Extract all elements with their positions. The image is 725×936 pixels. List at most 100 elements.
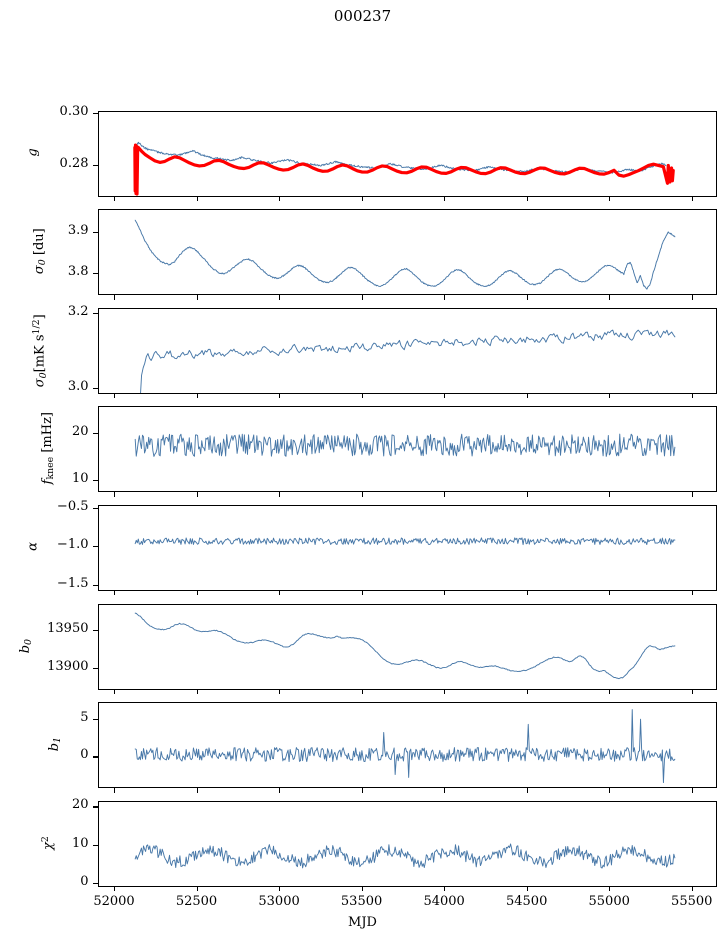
x-tick-label: 52500 [175,893,218,909]
y-tick-label: 13900 [47,659,89,675]
x-tick-mark [444,393,446,399]
x-tick-mark [114,689,116,694]
x-tick-mark [609,492,611,497]
series-f_knee [135,434,675,456]
x-tick-mark [691,788,693,793]
x-tick-label: 53500 [340,893,383,909]
y-tick-label: 13950 [47,621,89,637]
x-axis-label: MJD [348,914,377,930]
y-tick-label: 0 [80,747,89,763]
x-tick-mark [526,689,528,694]
y-tick-mark [93,231,98,233]
x-tick-mark [526,295,528,300]
x-tick-mark [114,788,116,793]
x-tick-mark [691,492,693,497]
y-tick-mark [93,113,98,115]
y-tick-mark [93,718,98,720]
y-tick-mark [93,584,98,586]
series-b1 [135,710,675,783]
x-tick-mark [279,788,281,793]
x-tick-mark [444,196,446,201]
x-tick-label: 52000 [93,893,135,909]
y-axis-label: fknee [mHz] [39,412,56,485]
series-model [134,145,672,194]
x-tick-mark [279,886,281,892]
series-alpha [135,538,675,545]
x-tick-mark [444,689,446,694]
x-tick-mark [526,590,528,596]
x-tick-mark [196,492,198,497]
plot-panel-f-knee-mhz- [97,406,717,493]
figure-title: 000237 [333,7,392,25]
x-tick-mark [444,886,446,892]
x-tick-mark [526,492,528,497]
x-tick-mark [361,196,363,201]
y-tick-mark [93,432,98,434]
x-tick-mark [196,689,198,694]
y-tick-label: 3.2 [67,304,89,320]
x-tick-mark [691,689,693,694]
x-tick-label: 53000 [258,893,300,909]
x-tick-mark [609,788,611,793]
y-tick-mark [93,668,98,670]
x-tick-mark [609,590,611,596]
x-tick-mark [196,295,198,300]
x-tick-mark [114,393,116,399]
x-tick-mark [114,295,116,300]
x-tick-label: 54000 [423,893,465,909]
x-tick-mark [609,393,611,399]
y-tick-mark [93,313,98,315]
y-tick-mark [93,165,98,167]
x-tick-mark [691,590,693,596]
series-sigma0_du [135,220,675,289]
x-tick-mark [691,196,693,201]
x-tick-mark [196,196,198,201]
x-tick-mark [279,393,281,399]
x-tick-mark [609,689,611,694]
x-tick-mark [196,788,198,793]
y-tick-label: 3.0 [67,379,89,395]
x-tick-mark [279,689,281,694]
x-tick-mark [609,196,611,201]
plot-panel-b-0 [97,603,717,690]
x-tick-mark [361,393,363,399]
y-tick-mark [93,546,98,548]
y-tick-label: 20 [71,423,89,439]
y-tick-label: 3.9 [67,222,89,238]
y-tick-mark [93,882,98,884]
x-tick-mark [114,196,116,201]
plot-panel-g [97,110,717,197]
x-tick-mark [279,295,281,300]
series-chi2 [135,844,675,868]
y-tick-label: 0.28 [59,156,89,172]
x-tick-mark [691,886,693,892]
x-tick-mark [279,196,281,201]
x-tick-mark [361,886,363,892]
x-tick-mark [609,886,611,892]
x-tick-mark [361,492,363,497]
y-tick-label: 10 [71,835,89,851]
y-tick-mark [93,480,98,482]
x-tick-mark [361,295,363,300]
x-tick-mark [196,393,198,399]
x-tick-mark [114,886,116,892]
x-tick-mark [444,492,446,497]
y-axis-label: χ2 [39,835,56,850]
y-tick-label: 0.30 [59,104,89,120]
y-tick-mark [93,756,98,758]
x-tick-mark [361,590,363,596]
x-tick-mark [444,295,446,300]
y-tick-mark [93,272,98,274]
x-tick-mark [361,689,363,694]
x-tick-mark [526,788,528,793]
y-tick-label: −0.5 [56,498,89,514]
x-tick-mark [444,788,446,793]
x-tick-label: 55000 [588,893,630,909]
y-tick-mark [93,507,98,510]
x-tick-mark [526,886,528,892]
series-sigma0_mK [135,330,675,393]
plot-panel-sigma-0-du- [97,209,717,296]
x-tick-mark [444,590,446,596]
x-tick-mark [279,492,281,497]
